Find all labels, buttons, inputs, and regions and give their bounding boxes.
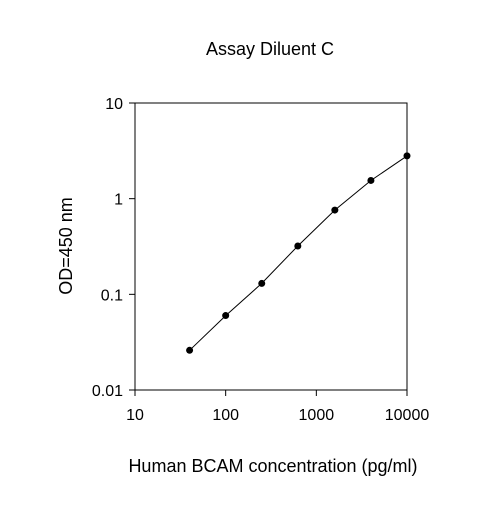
x-tick-label: 10: [126, 407, 144, 424]
x-axis-ticks: 10 100 1000 10000: [126, 390, 429, 424]
data-point: [222, 312, 230, 320]
y-axis-label: OD=450 nm: [56, 197, 76, 295]
y-tick-label: 0.1: [101, 287, 123, 304]
x-tick-label: 1000: [299, 407, 335, 424]
data-point: [403, 152, 411, 160]
series-line: [189, 155, 408, 351]
data-series: [186, 152, 411, 354]
x-tick-label: 10000: [385, 407, 430, 424]
chart-title: Assay Diluent C: [206, 39, 334, 59]
y-axis-ticks: 0.01 0.1 1 10: [92, 96, 135, 400]
x-tick-label: 100: [212, 407, 239, 424]
data-point: [258, 279, 266, 287]
data-point: [294, 242, 302, 250]
y-tick-label: 0.01: [92, 383, 123, 400]
data-point: [367, 176, 375, 184]
data-point: [186, 346, 194, 354]
plot-area-frame: [134, 102, 408, 391]
data-point: [331, 206, 339, 214]
y-tick-label: 1: [114, 192, 123, 209]
x-axis-label: Human BCAM concentration (pg/ml): [128, 456, 417, 476]
y-tick-label: 10: [105, 96, 123, 113]
